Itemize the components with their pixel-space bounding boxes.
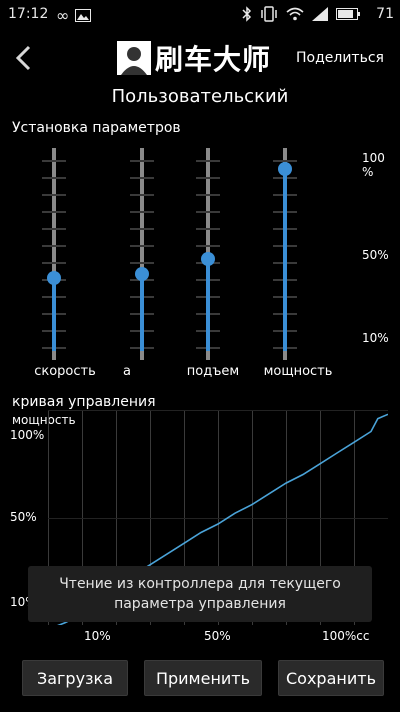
brand-text: 刷车大师 [155, 43, 272, 76]
page-title: Пользовательский [111, 86, 289, 107]
slider-tick [42, 160, 66, 162]
brand-logo: 刷车大师 [117, 39, 287, 77]
slider-tick [196, 245, 220, 247]
toast-line-1: Чтение из контроллера для текущего [59, 576, 341, 592]
vibrate-icon [261, 6, 277, 22]
slider-tick [196, 211, 220, 213]
slider-label-power: мощность [263, 364, 333, 379]
slider-lift[interactable] [196, 148, 220, 360]
y-tick-label: 50% [10, 510, 37, 524]
slider-knob[interactable] [47, 270, 61, 285]
params-section-label: Установка параметров [12, 120, 181, 136]
slider-tick [196, 177, 220, 179]
save-button[interactable]: Сохранить [278, 660, 384, 696]
slider-label-lift: подъем [186, 364, 240, 379]
apply-button[interactable]: Применить [144, 660, 262, 696]
slider-fill [140, 273, 144, 351]
slider-tick [130, 245, 154, 247]
infinity-icon: ∞ [56, 6, 70, 25]
back-button[interactable] [12, 44, 36, 72]
scale-label-mid: 50% [362, 248, 389, 262]
slider-speed[interactable] [42, 148, 66, 360]
status-left-icons: ∞ [56, 6, 92, 25]
battery-icon [336, 8, 360, 20]
slider-tick [130, 262, 154, 264]
slider-fill [206, 259, 210, 351]
share-button[interactable]: Поделиться [296, 50, 384, 66]
toast-line-2: параметра управления [114, 596, 286, 612]
y-tick-label: 100% [10, 428, 45, 442]
load-button[interactable]: Загрузка [22, 660, 128, 696]
slider-tick [130, 177, 154, 179]
slider-fill [52, 277, 56, 351]
status-time: 17:12 [8, 6, 49, 22]
slider-tick [130, 194, 154, 196]
chart-title: кривая управления [12, 394, 156, 410]
x-tick-label: 10% [84, 629, 111, 643]
slider-tick [196, 228, 220, 230]
slider-tick [42, 177, 66, 179]
gallery-icon [75, 9, 92, 22]
slider-tick [42, 245, 66, 247]
slider-tick [42, 228, 66, 230]
bluetooth-icon [242, 6, 252, 22]
slider-tick [42, 262, 66, 264]
x-tick-label: 50% [204, 629, 231, 643]
chart-y-axis-label: мощность [12, 413, 76, 427]
scale-label-top: 100 [362, 151, 385, 165]
status-bar: 17:12 ∞ 71 [0, 0, 400, 30]
slider-knob[interactable] [135, 266, 149, 281]
slider-knob[interactable] [278, 162, 292, 176]
slider-fill [283, 169, 287, 351]
slider-tick [196, 160, 220, 162]
toast-message: Чтение из контроллера для текущего парам… [28, 566, 372, 622]
slider-tick [273, 160, 297, 162]
x-tick-label: 100%cc [322, 629, 370, 643]
avatar-icon [117, 41, 151, 75]
slider-label-a: а [123, 364, 131, 379]
slider-tick [130, 228, 154, 230]
signal-icon [312, 7, 328, 21]
slider-tick [42, 194, 66, 196]
slider-tick [196, 194, 220, 196]
wifi-icon [286, 7, 304, 21]
scale-label-top-unit: % [362, 165, 374, 179]
scale-label-bottom: 10% [362, 331, 389, 345]
status-right-icons [242, 6, 360, 22]
battery-level: 71 [376, 6, 394, 22]
slider-power[interactable] [273, 148, 297, 360]
slider-tick [130, 160, 154, 162]
slider-knob[interactable] [201, 252, 215, 267]
slider-tick [42, 211, 66, 213]
slider-tick [130, 211, 154, 213]
slider-a[interactable] [130, 148, 154, 360]
slider-label-speed: скорость [34, 364, 96, 379]
slider-rail [52, 148, 56, 360]
slider-rail [140, 148, 144, 360]
